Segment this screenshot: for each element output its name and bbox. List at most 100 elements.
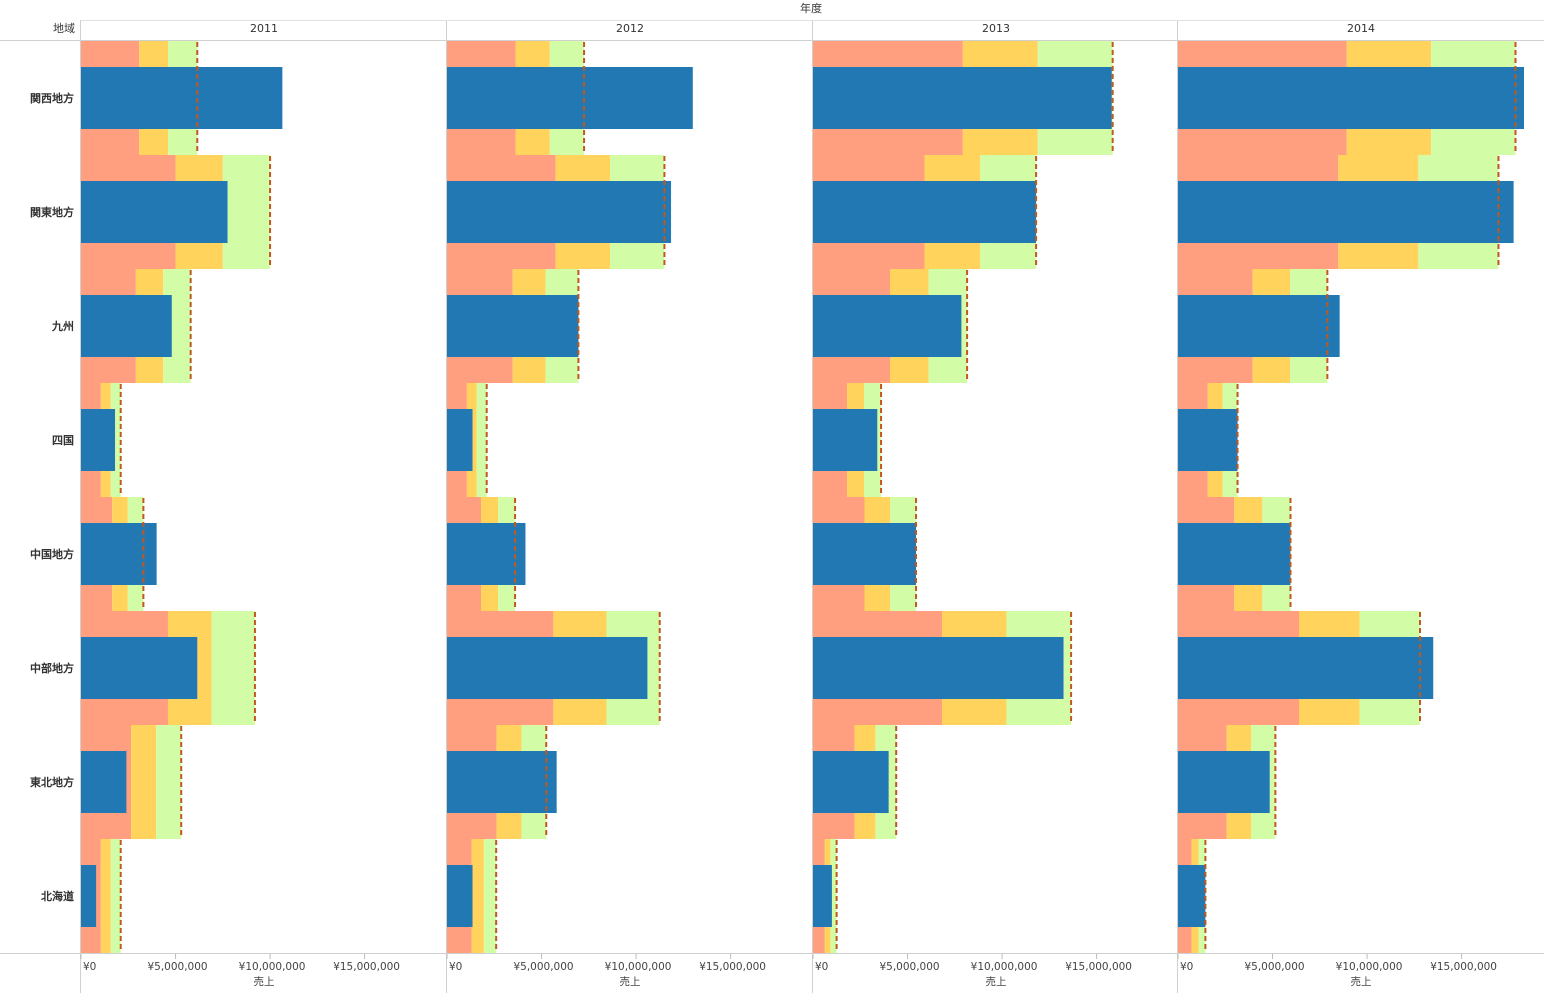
actual-bar[interactable] <box>1178 523 1291 585</box>
tick-label: ¥10,000,000 <box>971 961 1038 973</box>
band-segment <box>156 813 182 839</box>
band-segment <box>175 155 223 181</box>
actual-bar[interactable] <box>81 295 172 357</box>
actual-bar[interactable] <box>447 409 473 471</box>
actual-bar[interactable] <box>81 409 116 471</box>
band-segment <box>521 725 547 751</box>
actual-bar[interactable] <box>447 181 672 243</box>
band-segment <box>447 497 482 523</box>
band-segment <box>1262 497 1291 523</box>
actual-bar[interactable] <box>1178 409 1238 471</box>
actual-bar[interactable] <box>81 181 228 243</box>
band-segment <box>1178 41 1347 67</box>
band-segment <box>81 699 168 725</box>
band-segment <box>1178 813 1227 839</box>
year-panels: 2011 ¥0 ¥5,000,000 ¥10,000,000 ¥15,000,000 売上… <box>80 22 1524 988</box>
band-segment <box>942 699 1007 725</box>
band-segment <box>156 725 182 751</box>
band-segment <box>813 585 865 611</box>
band-segment <box>610 243 665 269</box>
band-segment <box>498 497 516 523</box>
band-segment <box>813 813 855 839</box>
actual-bar[interactable] <box>813 67 1112 129</box>
band-segment <box>81 129 140 155</box>
actual-bar[interactable] <box>1178 181 1514 243</box>
actual-bar[interactable] <box>1178 67 1524 129</box>
actual-bar[interactable] <box>1178 751 1270 813</box>
band-segment <box>1178 471 1208 497</box>
band-segment <box>854 813 876 839</box>
band-segment <box>1191 927 1199 953</box>
actual-bar[interactable] <box>81 751 127 813</box>
band-segment <box>512 357 546 383</box>
actual-bar[interactable] <box>813 523 917 585</box>
actual-bar[interactable] <box>447 865 473 927</box>
actual-bar[interactable] <box>81 523 157 585</box>
band-segment <box>813 611 943 637</box>
band-segment <box>512 269 546 295</box>
actual-bar[interactable] <box>447 523 526 585</box>
year-panel-2012: 2012 ¥0 ¥5,000,000 ¥10,000,000 ¥15,000,000 売上 <box>446 22 766 988</box>
band-segment <box>1198 927 1206 953</box>
tick-label: ¥15,000,000 <box>1430 961 1497 973</box>
band-segment <box>545 269 579 295</box>
band-segment <box>1226 813 1252 839</box>
tick-label: ¥15,000,000 <box>333 961 400 973</box>
actual-bar[interactable] <box>813 295 962 357</box>
band-segment <box>1234 497 1263 523</box>
band-segment <box>156 751 182 813</box>
tick-label: ¥0 <box>83 961 96 973</box>
actual-bar[interactable] <box>447 295 579 357</box>
column-dimension-title: 年度 <box>800 1 822 15</box>
band-segment <box>854 725 876 751</box>
tick-label: ¥0 <box>1180 961 1193 973</box>
actual-bar[interactable] <box>813 409 878 471</box>
band-segment <box>875 813 897 839</box>
band-segment <box>813 927 825 953</box>
band-segment <box>222 181 271 243</box>
actual-bar[interactable] <box>813 751 889 813</box>
band-segment <box>1178 129 1347 155</box>
tick-label: ¥0 <box>449 961 462 973</box>
actual-bar[interactable] <box>813 865 832 927</box>
band-segment <box>610 155 665 181</box>
actual-bar[interactable] <box>813 637 1064 699</box>
band-segment <box>81 725 132 751</box>
band-segment <box>515 129 550 155</box>
actual-bar[interactable] <box>81 865 97 927</box>
actual-bar[interactable] <box>81 637 198 699</box>
actual-bar[interactable] <box>1178 295 1340 357</box>
band-segment <box>447 269 513 295</box>
band-segment <box>813 129 963 155</box>
band-segment <box>1006 699 1072 725</box>
band-segment <box>447 611 554 637</box>
actual-bar[interactable] <box>1178 637 1434 699</box>
band-segment <box>168 41 198 67</box>
year-header: 2013 <box>982 22 1010 35</box>
actual-bar[interactable] <box>447 637 648 699</box>
actual-bar[interactable] <box>81 67 283 129</box>
region-label: 東北地方 <box>30 775 74 789</box>
band-segment <box>813 41 963 67</box>
actual-bar[interactable] <box>447 67 693 129</box>
band-segment <box>1418 243 1499 269</box>
band-segment <box>1226 725 1252 751</box>
actual-bar[interactable] <box>447 751 557 813</box>
actual-bar[interactable] <box>813 181 1037 243</box>
band-segment <box>466 383 477 409</box>
band-segment <box>1251 813 1276 839</box>
band-segment <box>131 725 157 751</box>
band-segment <box>81 357 136 383</box>
band-segment <box>1222 471 1238 497</box>
band-segment <box>824 839 831 865</box>
band-segment <box>100 471 111 497</box>
year-header: 2012 <box>616 22 644 35</box>
band-segment <box>100 927 111 953</box>
band-segment <box>1178 155 1339 181</box>
band-segment <box>864 383 882 409</box>
band-segment <box>163 269 191 295</box>
x-axis-title: 売上 <box>986 975 1007 988</box>
actual-bar[interactable] <box>1178 865 1206 927</box>
band-segment <box>864 471 882 497</box>
